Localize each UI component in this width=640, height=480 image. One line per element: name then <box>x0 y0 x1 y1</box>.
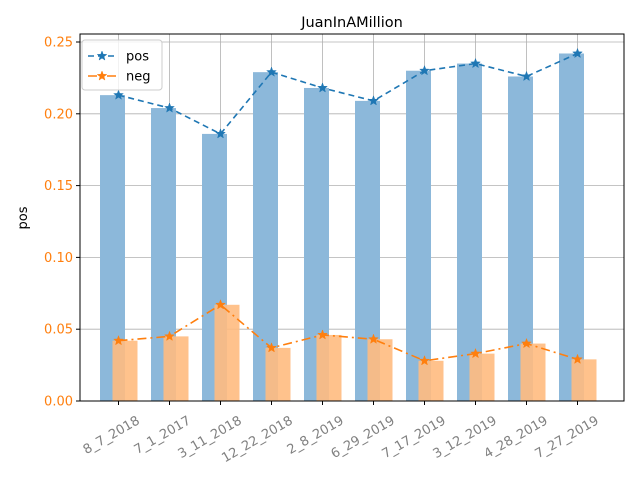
y-tick-label: 0.00 <box>44 395 73 410</box>
point-neg <box>470 347 481 359</box>
point-pos <box>419 65 430 76</box>
chart-title: JuanInAMillion <box>300 15 403 31</box>
legend-label-pos: pos <box>126 50 149 65</box>
line-pos <box>118 52 578 135</box>
point-neg <box>572 353 583 364</box>
point-pos <box>113 89 124 100</box>
point-neg <box>368 333 379 344</box>
y-axis-label: pos <box>16 206 31 229</box>
legend-label-neg: neg <box>126 70 151 85</box>
point-pos <box>215 128 226 139</box>
line-neg <box>118 303 578 362</box>
point-pos <box>164 102 175 113</box>
bar-neg <box>316 334 342 401</box>
bar-neg <box>265 347 291 401</box>
y-tick-label: 0.25 <box>44 36 73 51</box>
y-tick-label: 0.20 <box>44 107 73 122</box>
bars <box>100 53 597 402</box>
point-neg <box>164 330 175 342</box>
legend-marker-pos <box>96 50 108 61</box>
bar-neg <box>214 304 240 401</box>
point-pos <box>572 47 583 59</box>
point-pos <box>368 95 379 106</box>
bar-neg <box>112 340 138 401</box>
point-neg <box>317 329 328 340</box>
bar-neg <box>163 336 189 401</box>
point-neg <box>521 337 532 349</box>
bar-neg <box>367 339 393 401</box>
bar-pos <box>457 63 482 401</box>
plot-frame <box>79 33 625 402</box>
bar-neg <box>571 359 597 401</box>
bar-pos <box>406 70 431 401</box>
bar-neg <box>520 343 546 401</box>
lines <box>113 47 583 366</box>
bar-neg <box>418 360 444 401</box>
y-tick-label: 0.05 <box>44 323 73 338</box>
point-neg <box>419 355 430 366</box>
legend: pos neg <box>81 39 163 91</box>
point-pos <box>521 70 532 82</box>
point-neg <box>113 334 124 346</box>
point-pos <box>470 57 481 69</box>
point-pos <box>266 66 277 77</box>
point-neg <box>215 299 226 310</box>
point-neg <box>266 342 277 353</box>
y-tick-label: 0.10 <box>44 251 73 266</box>
legend-marker-neg <box>96 70 108 81</box>
point-pos <box>317 82 328 93</box>
y-tick-label: 0.15 <box>44 179 73 194</box>
bar-pos <box>559 53 584 401</box>
y-axis: 0.00 0.05 0.10 0.15 0.20 0.25 <box>44 36 80 410</box>
bar-neg <box>469 353 495 401</box>
